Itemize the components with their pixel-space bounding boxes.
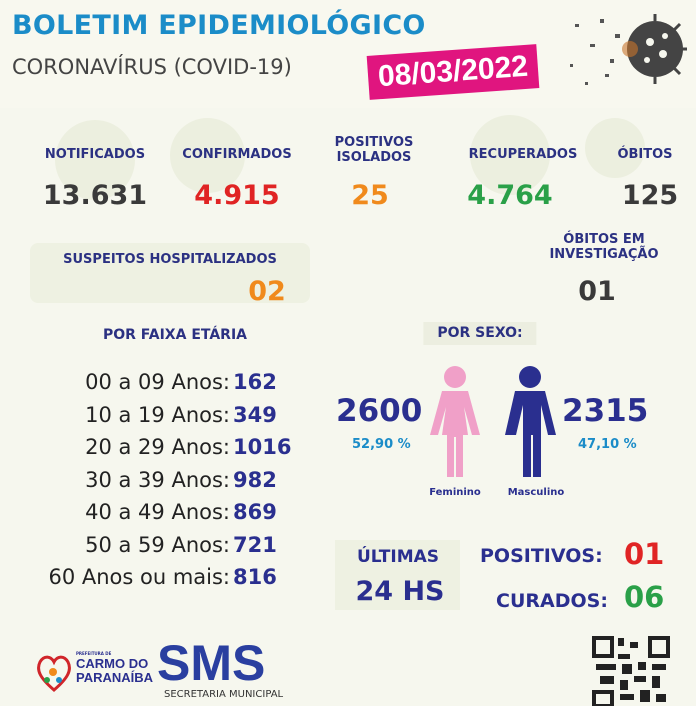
prefeitura-label: PREFEITURA DE	[76, 651, 112, 656]
age-range-value: 816	[233, 565, 277, 589]
hospitalizados-panel	[30, 243, 310, 303]
decor-circle	[585, 118, 645, 178]
obitos-investigacao-label: ÓBITOS EM INVESTIGAÇÃO	[549, 232, 659, 262]
curados-24h-label: CURADOS:	[496, 590, 608, 612]
obitos-label: ÓBITOS	[617, 147, 673, 162]
male-icon	[505, 366, 556, 477]
header	[0, 0, 696, 108]
age-range-value: 982	[233, 467, 277, 492]
feminino-percent: 52,90 %	[352, 437, 411, 452]
decor-circle	[470, 115, 550, 195]
virus-icon	[570, 14, 687, 85]
sms-logo: SMS	[157, 635, 266, 691]
age-range-label: 20 a 29 Anos:	[85, 435, 230, 459]
city-name: CARMO DO PARANAÍBA	[76, 656, 154, 685]
masculino-percent: 47,10 %	[578, 437, 637, 452]
feminino-label: Feminino	[429, 487, 481, 498]
notificados-value: 13.631	[42, 180, 148, 211]
recuperados-label: RECUPERADOS	[468, 147, 578, 162]
feminino-value: 2600	[336, 393, 423, 429]
faixa-etaria-title: POR FAIXA ETÁRIA	[102, 327, 248, 343]
female-icon	[430, 366, 480, 477]
positivos-24h-label: POSITIVOS:	[480, 545, 603, 567]
decor-circle	[55, 120, 135, 200]
age-range-value: 349	[233, 402, 277, 427]
masculino-label: Masculino	[507, 487, 565, 498]
decor-circle	[170, 118, 245, 193]
sexo-title: POR SEXO:	[423, 322, 537, 345]
positivos-isolados-value: 25	[351, 180, 389, 211]
curados-24h-value: 06	[624, 580, 665, 614]
age-range-value: 162	[233, 370, 277, 394]
age-range-value: 869	[233, 500, 277, 524]
masculino-value: 2315	[562, 393, 649, 429]
sms-subtitle: SECRETARIA MUNICIPAL	[164, 689, 284, 700]
ultimas-panel	[335, 540, 460, 610]
suspeitos-hospitalizados-value: 02	[248, 276, 286, 307]
notificados-label: NOTIFICADOS	[44, 147, 146, 162]
obitos-value: 125	[621, 180, 679, 211]
recuperados-value: 4.764	[467, 180, 553, 211]
24hs-label: 24 HS	[355, 576, 445, 607]
positivos-isolados-label: POSITIVOS ISOLADOS	[334, 135, 414, 165]
age-range-value: 1016	[233, 435, 292, 459]
age-range-label: 50 a 59 Anos:	[85, 532, 230, 557]
age-range-label: 60 Anos ou mais:	[48, 565, 230, 589]
suspeitos-hospitalizados-label: SUSPEITOS HOSPITALIZADOS	[63, 252, 277, 267]
age-range-label: 40 a 49 Anos:	[85, 500, 230, 524]
age-range-label: 30 a 39 Anos:	[85, 467, 230, 492]
qr-code[interactable]	[590, 634, 672, 706]
bulletin-title: BOLETIM EPIDEMIOLÓGICO	[12, 10, 426, 41]
age-range-label: 10 a 19 Anos:	[85, 402, 230, 427]
age-range-label: 00 a 09 Anos:	[85, 370, 230, 394]
ultimas-label: ÚLTIMAS	[356, 547, 440, 567]
confirmados-label: CONFIRMADOS	[182, 147, 292, 162]
bulletin-subtitle: CORONAVÍRUS (COVID-19)	[12, 55, 292, 79]
positivos-24h-value: 01	[624, 537, 665, 571]
age-range-value: 721	[233, 532, 277, 557]
confirmados-value: 4.915	[194, 180, 280, 211]
prefeitura-heart-logo	[37, 655, 71, 692]
obitos-investigacao-value: 01	[578, 276, 616, 307]
